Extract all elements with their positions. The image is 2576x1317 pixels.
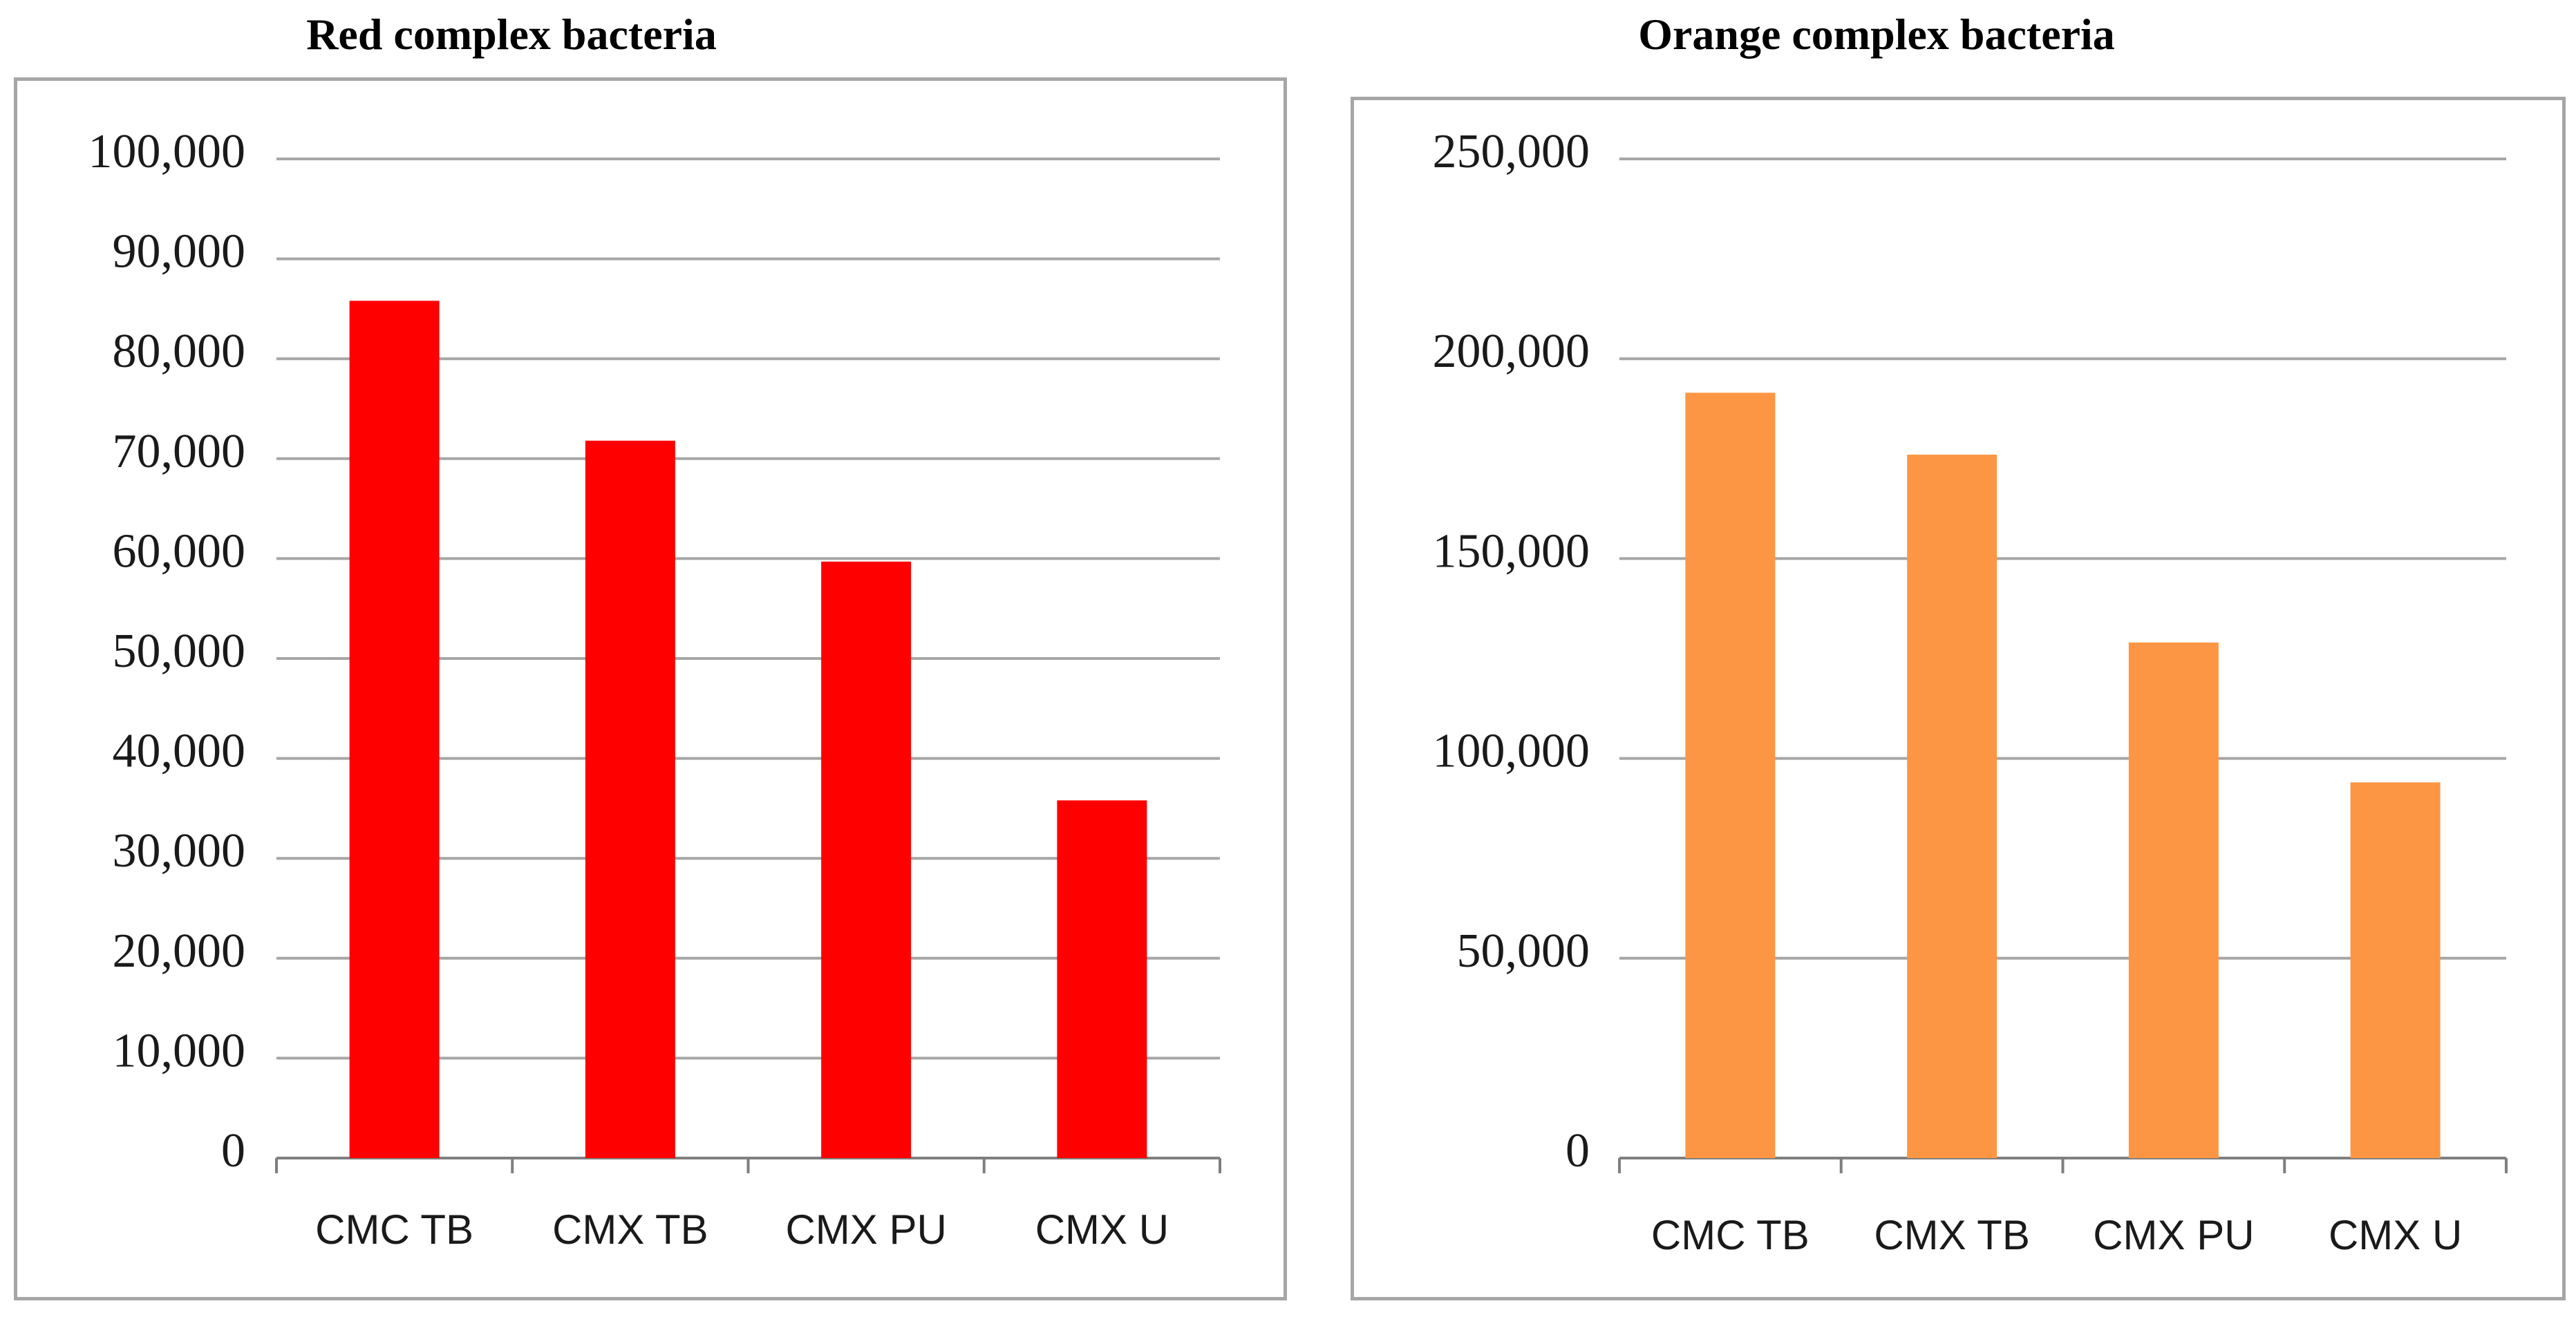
y-tick-label-orange: 100,000	[1433, 725, 1590, 778]
y-tick-label-red: 80,000	[113, 325, 246, 378]
y-tick-label-red: 40,000	[113, 725, 246, 778]
x-tick-label-orange: CMX U	[2329, 1212, 2462, 1258]
y-tick-label-orange: 200,000	[1433, 325, 1590, 378]
y-tick-label-red: 70,000	[113, 425, 246, 478]
chart-title-red: Red complex bacteria	[306, 10, 717, 59]
x-tick-label-orange: CMX PU	[2093, 1212, 2254, 1258]
bar-red-cmx-u	[1057, 800, 1147, 1158]
y-tick-label-red: 100,000	[88, 125, 246, 178]
x-tick-label-red: CMX U	[1035, 1206, 1169, 1253]
bar-red-cmx-pu	[821, 561, 912, 1158]
bar-orange-cmx-pu	[2128, 642, 2219, 1158]
x-tick-label-red: CMX TB	[552, 1206, 708, 1253]
y-tick-label-red: 10,000	[113, 1024, 246, 1077]
bar-orange-cmx-tb	[1907, 455, 1997, 1158]
y-tick-label-orange: 150,000	[1433, 524, 1590, 578]
bar-red-cmc-tb	[349, 301, 440, 1158]
x-tick-label-orange: CMX TB	[1874, 1212, 2030, 1258]
y-tick-label-red: 60,000	[113, 524, 246, 578]
y-tick-label-red: 0	[221, 1124, 245, 1177]
bar-orange-cmc-tb	[1685, 392, 1776, 1158]
y-tick-label-red: 20,000	[113, 925, 246, 978]
bar-orange-cmx-u	[2350, 782, 2441, 1158]
x-tick-label-orange: CMC TB	[1651, 1212, 1809, 1258]
chart-title-orange: Orange complex bacteria	[1638, 10, 2115, 59]
y-tick-label-red: 30,000	[113, 824, 246, 878]
x-tick-label-red: CMC TB	[315, 1206, 473, 1253]
y-tick-label-orange: 50,000	[1457, 925, 1590, 978]
bar-red-cmx-tb	[585, 440, 675, 1158]
y-tick-label-orange: 0	[1566, 1124, 1590, 1177]
y-tick-label-red: 90,000	[113, 225, 246, 278]
x-tick-label-red: CMX PU	[785, 1206, 946, 1253]
y-tick-label-red: 50,000	[113, 625, 246, 678]
y-tick-label-orange: 250,000	[1433, 125, 1590, 178]
